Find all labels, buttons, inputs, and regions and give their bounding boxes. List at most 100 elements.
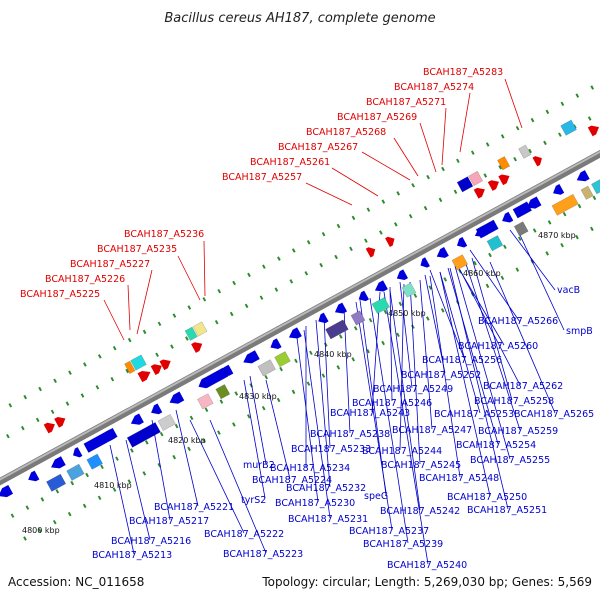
tick-mark — [159, 431, 164, 437]
tick-mark — [398, 301, 403, 307]
forward-gene-arrow — [487, 180, 499, 191]
leader-line — [249, 375, 267, 465]
tick-mark — [155, 352, 159, 358]
leader-line — [429, 269, 465, 359]
reverse-gene-arrow — [358, 290, 369, 302]
tick-mark — [532, 228, 537, 233]
leader-line — [127, 284, 131, 331]
gene-label: BCAH187_A5243 — [330, 408, 410, 419]
gene-block — [130, 354, 147, 371]
leader-line — [459, 92, 471, 153]
tick-mark — [229, 311, 234, 317]
tick-mark — [485, 142, 490, 147]
forward-gene-arrow — [532, 156, 542, 167]
gene-label: BCAH187_A5253 — [434, 409, 514, 420]
tick-mark — [425, 316, 430, 321]
tick-mark — [10, 513, 15, 518]
reverse-gene-arrow — [72, 447, 83, 458]
leader-line — [109, 444, 135, 555]
forward-gene-arrow — [365, 247, 376, 258]
gene-label: BCAH187_A5227 — [70, 259, 150, 270]
tick-mark — [144, 440, 149, 445]
tick-mark — [185, 336, 189, 341]
gene-block — [257, 359, 276, 377]
gene-label: BCAH187_A5267 — [278, 142, 358, 153]
gene-label: BCAH187_A5258 — [474, 396, 554, 407]
reverse-gene-arrow — [130, 413, 144, 425]
gene-label: BCAH187_A5271 — [366, 97, 446, 108]
reverse-gene-arrow — [526, 196, 542, 209]
tick-mark — [456, 158, 460, 164]
leader-line — [399, 281, 413, 389]
tick-mark — [217, 430, 221, 435]
tick-mark — [366, 207, 371, 212]
tick-mark — [366, 348, 370, 354]
tick-mark — [590, 226, 594, 232]
tick-mark — [323, 342, 328, 347]
leader-line — [471, 257, 513, 401]
tick-mark — [321, 231, 326, 237]
tick-mark — [353, 326, 358, 331]
reverse-gene-arrow — [502, 211, 514, 223]
tick-mark — [172, 454, 177, 460]
tick-mark — [100, 464, 104, 470]
scale-label-4820: 4820 kbp — [168, 436, 206, 445]
tick-mark — [443, 277, 448, 282]
gene-label: BCAH187_A5222 — [204, 529, 284, 540]
leader-line — [393, 137, 419, 177]
tick-mark — [473, 260, 477, 266]
leader-line — [103, 299, 125, 341]
tick-mark — [336, 223, 341, 229]
gene-block — [201, 367, 229, 389]
tick-mark — [545, 109, 550, 115]
tick-mark — [319, 262, 324, 268]
tick-mark — [55, 489, 60, 494]
tick-mark — [547, 220, 552, 225]
tick-mark — [130, 448, 134, 453]
leader-line — [243, 379, 266, 499]
leader-line — [361, 151, 411, 181]
gene-label: BCAH187_A5238 — [310, 429, 390, 440]
gene-features — [0, 119, 600, 498]
gene-label: BCAH187_A5242 — [380, 506, 460, 517]
reverse-gene-arrow — [151, 403, 163, 415]
leader-line — [323, 315, 331, 449]
gene-block — [497, 156, 511, 171]
tick-mark — [232, 280, 236, 286]
tick-mark — [440, 308, 445, 313]
gene-block — [83, 429, 116, 453]
gene-block — [197, 393, 214, 410]
leader-line — [389, 286, 393, 402]
tick-mark — [381, 340, 385, 346]
gene-label: BCAH187_A5261 — [250, 157, 330, 168]
leader-line — [203, 240, 206, 297]
tick-mark — [408, 213, 413, 219]
tick-mark — [423, 205, 428, 211]
tick-mark — [530, 117, 535, 123]
tick-mark — [483, 173, 488, 178]
tick-mark — [112, 345, 117, 351]
tick-mark — [67, 511, 72, 517]
tick-mark — [23, 394, 28, 400]
gene-label: BCAH187_A5223 — [223, 549, 303, 560]
tick-mark — [592, 195, 597, 201]
tick-mark — [53, 378, 57, 384]
gene-block — [192, 321, 208, 337]
tick-mark — [560, 242, 564, 248]
gene-label: BCAH187_A5246 — [352, 398, 432, 409]
tick-mark — [40, 497, 45, 502]
gene-label: BCAH187_A5216 — [111, 536, 191, 547]
topology-text: Topology: circular; Length: 5,269,030 bp… — [261, 575, 592, 589]
gene-label: BCAH187_A5274 — [394, 82, 474, 93]
tick-mark — [127, 337, 132, 343]
gene-label: BCAH187_A5226 — [45, 274, 125, 285]
gene-label: smpB — [566, 326, 593, 337]
gene-label: BCAH187_A5244 — [362, 446, 442, 457]
gene-block — [350, 310, 366, 326]
tick-mark — [289, 279, 294, 284]
tick-mark — [247, 272, 251, 278]
tick-mark — [80, 393, 85, 398]
tick-mark — [351, 357, 356, 362]
leader-line — [439, 271, 481, 414]
